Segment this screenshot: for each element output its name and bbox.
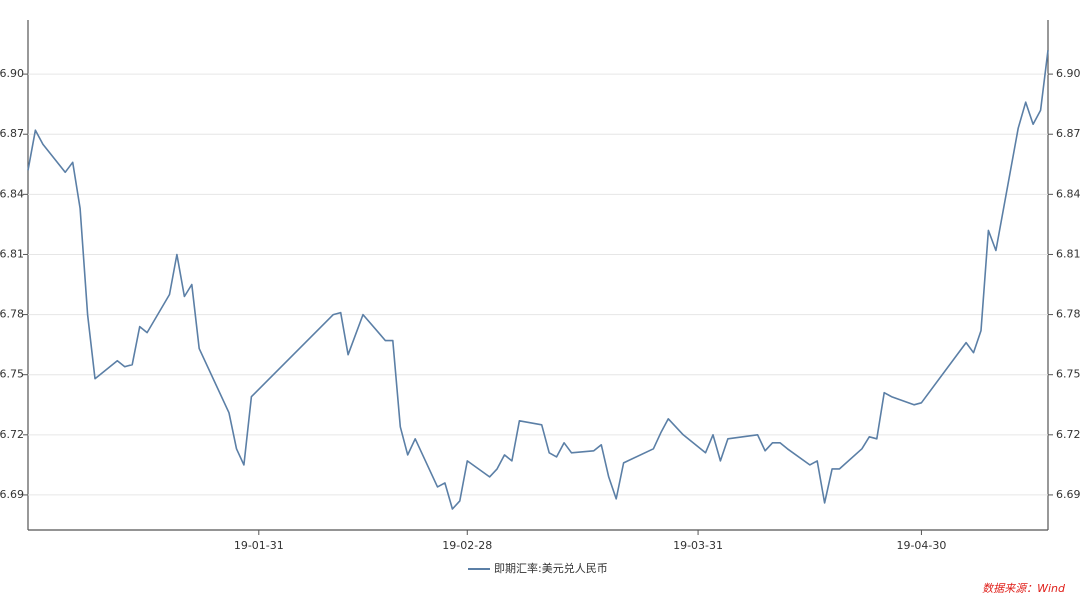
data-line (27, 50, 1049, 510)
y-tick-label: 6.72 (0, 428, 24, 441)
y2-tick-label: 6.69 (1056, 488, 1080, 501)
y-tick-label: 6.81 (0, 247, 24, 260)
source-note: 数据来源：Wind (982, 582, 1066, 594)
y-tick-label: 6.87 (0, 127, 24, 140)
y2-tick-label: 6.72 (1056, 428, 1080, 441)
y2-tick-label: 6.90 (1056, 67, 1080, 80)
y2-tick-label: 6.81 (1056, 247, 1080, 260)
x-tick-label: 19-01-31 (234, 539, 284, 552)
y-tick-label: 6.75 (0, 368, 24, 381)
y-tick-label: 6.84 (0, 187, 24, 200)
x-tick-label: 19-04-30 (896, 539, 946, 552)
y2-tick-label: 6.84 (1056, 187, 1080, 200)
y-tick-label: 6.90 (0, 67, 24, 80)
y-tick-label: 6.69 (0, 488, 24, 501)
y2-tick-label: 6.78 (1056, 308, 1080, 321)
x-tick-label: 19-02-28 (442, 539, 492, 552)
legend-label: 即期汇率:美元兑人民币 (494, 561, 608, 575)
y2-tick-label: 6.87 (1056, 127, 1080, 140)
y2-tick-label: 6.75 (1056, 368, 1080, 381)
x-tick-label: 19-03-31 (673, 539, 723, 552)
y-tick-label: 6.78 (0, 308, 24, 321)
